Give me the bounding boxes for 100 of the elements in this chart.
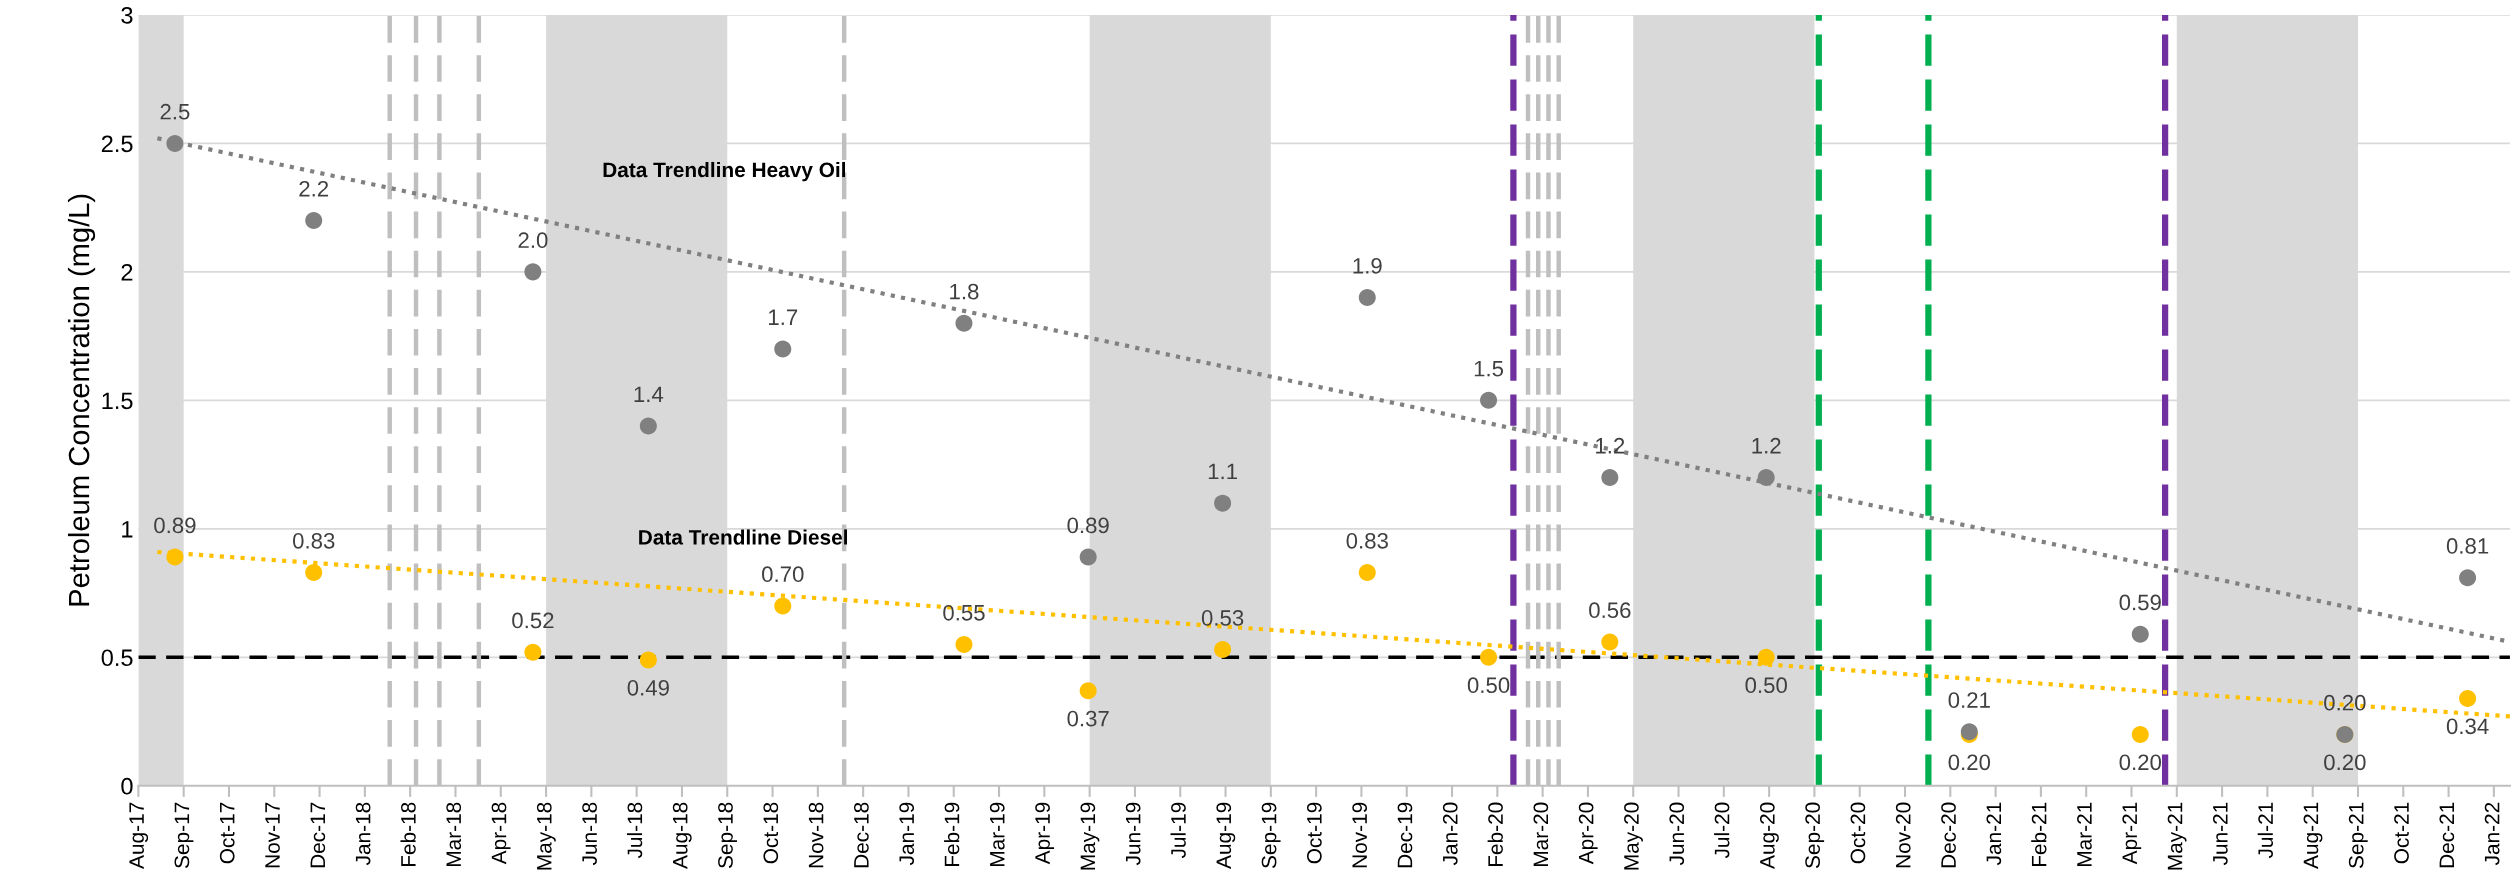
x-tick-label: Jul-19 xyxy=(1170,802,1186,859)
point xyxy=(1079,548,1097,566)
data-label: 1.9 xyxy=(1353,257,1382,274)
data-label: 0.89 xyxy=(1067,517,1109,534)
x-tick-label: Jan-19 xyxy=(899,802,915,866)
point xyxy=(1757,648,1775,666)
point xyxy=(166,548,184,566)
x-tick-label: Nov-20 xyxy=(1895,802,1911,868)
y-tick-label: 0 xyxy=(121,777,133,795)
point xyxy=(2131,625,2149,643)
point xyxy=(166,134,184,152)
x-tick-label: Mar-18 xyxy=(446,802,462,867)
point xyxy=(1480,391,1498,409)
point xyxy=(955,635,973,653)
x-tick-label: Sep-19 xyxy=(1261,802,1281,868)
annotation: Data Trendline Diesel xyxy=(639,529,848,545)
data-label: 0.83 xyxy=(292,532,335,549)
data-label: 1.2 xyxy=(1752,437,1781,454)
x-tick-label: Sep-21 xyxy=(2348,802,2368,868)
x-tick-label: Nov-18 xyxy=(808,802,824,868)
data-label: 1.4 xyxy=(634,386,664,402)
x-tick-label: Aug-17 xyxy=(129,802,149,869)
x-tick-label: Jan-20 xyxy=(1442,802,1458,866)
x-tick-label: May-21 xyxy=(2167,802,2187,870)
point xyxy=(2459,569,2477,587)
data-label: 0.37 xyxy=(1067,710,1109,727)
y-tick-label: 0.5 xyxy=(101,649,133,667)
x-tick-label: Mar-20 xyxy=(1533,802,1549,867)
x-tick-label: Jun-18 xyxy=(582,802,597,866)
x-tick-label: Nov-17 xyxy=(265,802,280,868)
x-tick-label: Jan-18 xyxy=(355,802,371,866)
x-tick-label: Aug-19 xyxy=(1216,802,1236,869)
x-tick-label: Mar-21 xyxy=(2077,802,2092,867)
data-label: 0.83 xyxy=(1346,532,1388,549)
point xyxy=(305,564,323,582)
data-label: 0.53 xyxy=(1201,610,1244,626)
x-tick-label: Dec-17 xyxy=(310,802,326,868)
x-tick-label: Mar-19 xyxy=(989,802,1005,867)
x-tick-label: Feb-21 xyxy=(2031,802,2047,867)
x-tick-label: Dec-21 xyxy=(2439,802,2455,868)
data-label: 2.0 xyxy=(518,232,548,249)
x-tick-label: Dec-19 xyxy=(1397,802,1413,868)
y-tick-label: 3 xyxy=(121,6,133,24)
x-tick-label: Feb-20 xyxy=(1487,802,1503,867)
data-label: 0.20 xyxy=(2119,754,2162,771)
point xyxy=(524,643,542,661)
data-label: 1.8 xyxy=(950,283,979,300)
data-label: 2.2 xyxy=(299,180,329,197)
x-tick-label: Oct-17 xyxy=(219,802,235,864)
x-tick-label: Jan-21 xyxy=(1986,802,2002,866)
data-label: 0.21 xyxy=(1948,692,1990,708)
y-tick-label: 1.5 xyxy=(102,392,133,410)
x-tick-label: May-19 xyxy=(1080,802,1100,870)
x-tick-label: Aug-18 xyxy=(672,802,692,869)
point xyxy=(1214,641,1232,659)
point xyxy=(639,417,657,435)
data-label: 1.7 xyxy=(769,309,798,325)
point xyxy=(1601,633,1619,651)
x-tick-label: Aug-21 xyxy=(2303,802,2323,869)
x-tick-label: Oct-19 xyxy=(1306,802,1322,864)
data-label: 0.59 xyxy=(2119,594,2161,611)
point xyxy=(1358,289,1376,307)
x-tick-label: May-20 xyxy=(1624,802,1643,870)
data-label: 1.5 xyxy=(1474,361,1504,377)
x-tick-label: Jun-21 xyxy=(2212,802,2228,866)
x-tick-label: Jun-19 xyxy=(1125,802,1141,866)
x-tick-label: Sep-20 xyxy=(1805,802,1825,868)
data-label: 0.20 xyxy=(2324,694,2366,711)
data-label: 0.50 xyxy=(1745,677,1787,694)
data-label: 1.2 xyxy=(1596,437,1625,454)
x-tick-label: Dec-18 xyxy=(853,802,869,868)
data-label: 0.20 xyxy=(2324,754,2366,771)
point xyxy=(1079,682,1097,700)
x-tick-label: Apr-19 xyxy=(1035,802,1055,865)
point xyxy=(2131,725,2149,743)
x-tick-label: Jun-20 xyxy=(1669,802,1685,866)
x-tick-label: Dec-20 xyxy=(1941,802,1956,868)
data-label: 0.70 xyxy=(762,566,804,583)
data-label: 0.81 xyxy=(2446,538,2489,554)
data-label: 0.34 xyxy=(2446,718,2489,735)
x-tick-label: May-18 xyxy=(536,802,556,870)
x-tick-label: Jan-22 xyxy=(2484,802,2500,866)
data-label: 1.1 xyxy=(1208,463,1237,480)
point xyxy=(1358,564,1376,582)
x-tick-label: Oct-18 xyxy=(763,802,779,864)
point xyxy=(1214,494,1232,512)
x-tick-label: Oct-20 xyxy=(1850,802,1866,864)
point xyxy=(305,211,323,229)
data-label: 2.5 xyxy=(160,103,190,120)
data-label: 0.49 xyxy=(627,679,669,696)
data-label: 0.20 xyxy=(1948,754,1991,771)
x-tick-label: Aug-20 xyxy=(1759,802,1779,869)
data-label: 0.50 xyxy=(1467,677,1510,694)
x-tick-label: Sep-17 xyxy=(174,802,194,868)
x-tick-label: Nov-19 xyxy=(1352,802,1368,868)
point xyxy=(1601,468,1619,486)
x-tick-label: Apr-21 xyxy=(2122,802,2142,865)
point xyxy=(524,263,542,281)
data-label: 0.55 xyxy=(943,604,985,621)
x-tick-label: Jul-21 xyxy=(2257,802,2273,859)
